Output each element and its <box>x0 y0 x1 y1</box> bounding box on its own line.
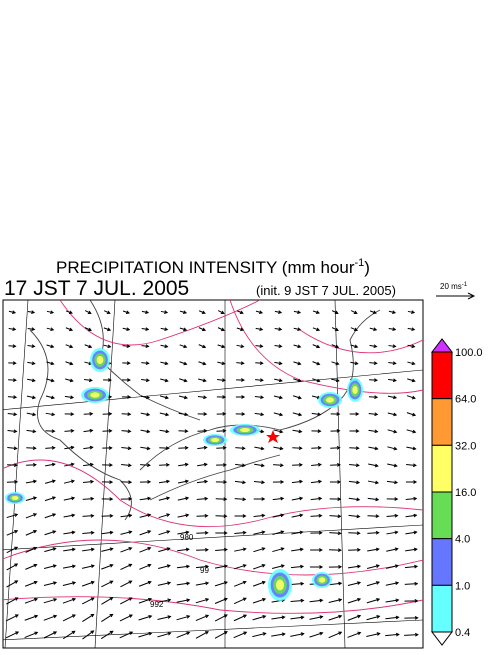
wind-scale-label: 20 ms-1 <box>440 282 468 291</box>
precip-cell <box>276 580 284 591</box>
colorbar-over <box>432 339 452 352</box>
precip-cell <box>326 397 334 402</box>
title-sup: -1 <box>355 257 365 269</box>
colorbar-label: 64.0 <box>455 394 476 406</box>
colorbar-label: 4.0 <box>455 534 470 546</box>
wind-arrow <box>404 635 418 636</box>
wind-arrow <box>196 550 208 551</box>
wind-arrow <box>405 584 418 585</box>
colorbar-label: 32.0 <box>455 440 476 452</box>
wind-scale-text: 20 ms <box>440 282 462 291</box>
precip-cell <box>12 496 19 500</box>
init-time: (init. 9 JST 7 JUL. 2005) <box>256 283 396 298</box>
precip-cell <box>211 438 219 442</box>
colorbar-segment <box>432 539 452 586</box>
colorbar-label: 1.0 <box>455 580 470 592</box>
isobar-label: 980 <box>180 533 194 542</box>
colorbar: 100.0 64.0 32.0 16.0 4.0 1.0 0.4 <box>432 339 483 645</box>
colorbar-under <box>432 632 452 645</box>
title: PRECIPITATION INTENSITY (mm hour-1) <box>56 257 370 277</box>
colorbar-segment <box>432 445 452 492</box>
colorbar-label: 0.4 <box>455 627 470 639</box>
precip-cell <box>319 577 326 582</box>
valid-time: 17 JST 7 JUL. 2005 <box>4 277 189 300</box>
title-end: ) <box>364 258 370 277</box>
colorbar-label: 16.0 <box>455 487 476 499</box>
precip-cell <box>90 392 100 397</box>
colorbar-segment <box>432 399 452 446</box>
precip-cell <box>352 386 357 394</box>
colorbar-segment <box>432 352 452 399</box>
colorbar-segment <box>432 585 452 632</box>
precip-cell <box>240 428 250 432</box>
wind-scale-sup: -1 <box>462 282 468 288</box>
colorbar-segment <box>432 492 452 539</box>
title-text: PRECIPITATION INTENSITY (mm hour <box>56 258 355 277</box>
precip-cell <box>97 356 104 364</box>
colorbar-label: 100.0 <box>455 347 483 359</box>
